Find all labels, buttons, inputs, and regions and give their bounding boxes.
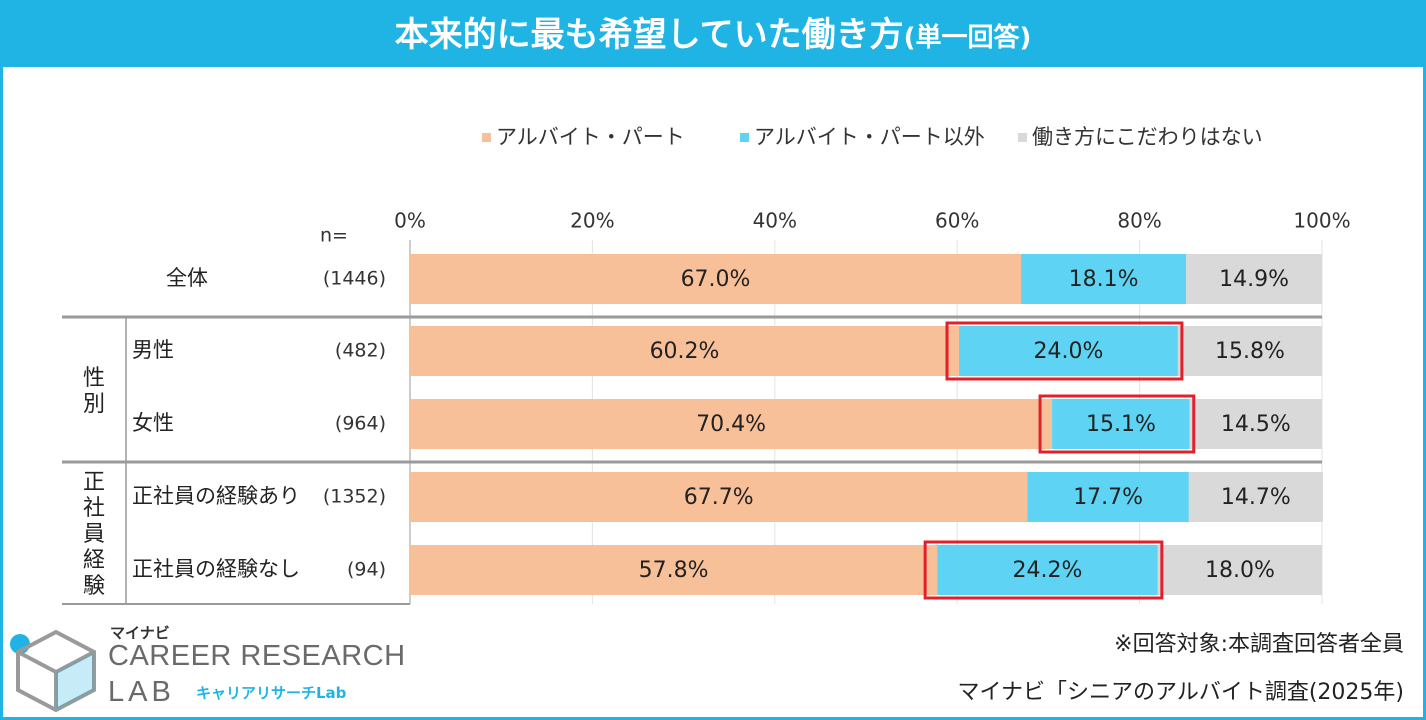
data-label: 18.0% bbox=[1205, 558, 1275, 583]
data-label: 67.0% bbox=[681, 267, 751, 292]
bar-segment bbox=[410, 326, 960, 376]
legend-label: 働き方にこだわりはない bbox=[1032, 125, 1263, 149]
x-tick-label: 80% bbox=[1117, 209, 1161, 233]
n-label: (482) bbox=[335, 340, 386, 362]
data-label: 24.0% bbox=[1034, 339, 1104, 364]
bar-segment bbox=[959, 326, 1178, 376]
legend: アルバイト・パート アルバイト・パート以外 働き方にこだわりはない bbox=[482, 125, 1263, 149]
title-bar: 本来的に最も希望していた働き方(単一回答) bbox=[3, 3, 1423, 67]
bar-segment bbox=[410, 545, 938, 595]
logo-cube-icon bbox=[10, 629, 96, 712]
logo-line1: CAREER RESEARCH bbox=[108, 640, 406, 672]
data-label: 18.1% bbox=[1069, 267, 1139, 292]
bar-segment bbox=[410, 472, 1028, 522]
legend-swatch bbox=[1018, 133, 1027, 142]
chart-title: 本来的に最も希望していた働き方 bbox=[394, 15, 904, 55]
x-tick-label: 20% bbox=[570, 209, 614, 233]
bar-segment bbox=[1021, 254, 1187, 304]
n-label: (1446) bbox=[323, 268, 386, 290]
bar-segment bbox=[1157, 545, 1322, 595]
note-target: ※回答対象:本調査回答者全員 bbox=[1114, 632, 1404, 657]
row-label: 正社員の経験あり bbox=[132, 484, 300, 508]
bar-segment bbox=[1177, 326, 1322, 376]
bar-segment bbox=[1188, 472, 1323, 522]
bar-segment bbox=[937, 545, 1158, 595]
group-label: 正社員経験 bbox=[83, 470, 105, 599]
data-label: 14.7% bbox=[1221, 485, 1291, 510]
logo-line2: LAB bbox=[108, 676, 175, 708]
row-label: 正社員の経験なし bbox=[132, 557, 300, 581]
row-label: 全体 bbox=[166, 266, 208, 290]
highlights bbox=[923, 321, 1196, 600]
data-label: 70.4% bbox=[696, 412, 766, 437]
legend-label: アルバイト・パート bbox=[496, 125, 685, 149]
bar-segment bbox=[1052, 399, 1190, 449]
bars: 67.0% 18.1% 14.9% 60.2% 24.0% 15.8% 70.4% 15.1%… bbox=[410, 254, 1323, 595]
note-source: マイナビ「シニアのアルバイト調査(2025年) bbox=[957, 680, 1405, 705]
legend-label: アルバイト・パート以外 bbox=[754, 125, 985, 149]
logo: マイナビ CAREER RESEARCH LAB キャリアリサーチLab bbox=[6, 622, 406, 712]
bar-segment bbox=[1189, 399, 1322, 449]
data-label: 15.1% bbox=[1086, 412, 1156, 437]
group-label: 性別 bbox=[83, 366, 105, 417]
bar-segment bbox=[1186, 254, 1322, 304]
data-label: 57.8% bbox=[639, 558, 709, 583]
row-dividers bbox=[62, 315, 1322, 605]
data-label: 14.5% bbox=[1221, 412, 1291, 437]
highlight-box bbox=[945, 321, 1184, 381]
bar-segment bbox=[410, 399, 1053, 449]
legend-swatch bbox=[740, 133, 749, 142]
row-label: 男性 bbox=[132, 338, 174, 362]
data-label: 17.7% bbox=[1073, 485, 1143, 510]
data-label: 24.2% bbox=[1013, 558, 1083, 583]
bar-segment bbox=[410, 254, 1022, 304]
n-header: n= bbox=[320, 225, 348, 247]
logo-kana: キャリアリサーチLab bbox=[196, 684, 347, 702]
data-label: 67.7% bbox=[684, 485, 754, 510]
highlight-box bbox=[923, 540, 1164, 600]
bar-segment bbox=[1027, 472, 1189, 522]
row-label: 女性 bbox=[132, 411, 174, 435]
x-tick-label: 60% bbox=[935, 209, 979, 233]
logo-brand: マイナビ bbox=[110, 624, 170, 642]
n-label: (1352) bbox=[323, 486, 386, 508]
x-tick-label: 40% bbox=[753, 209, 797, 233]
highlight-box bbox=[1038, 394, 1196, 454]
x-tick-label: 0% bbox=[394, 209, 426, 233]
data-label: 15.8% bbox=[1215, 339, 1285, 364]
n-label: (94) bbox=[347, 559, 386, 581]
legend-swatch bbox=[482, 133, 491, 142]
x-tick-label: 100% bbox=[1293, 209, 1350, 233]
data-label: 14.9% bbox=[1219, 267, 1289, 292]
chart-title-sub: (単一回答) bbox=[903, 23, 1032, 53]
n-label: (964) bbox=[335, 413, 386, 435]
data-label: 60.2% bbox=[650, 339, 720, 364]
